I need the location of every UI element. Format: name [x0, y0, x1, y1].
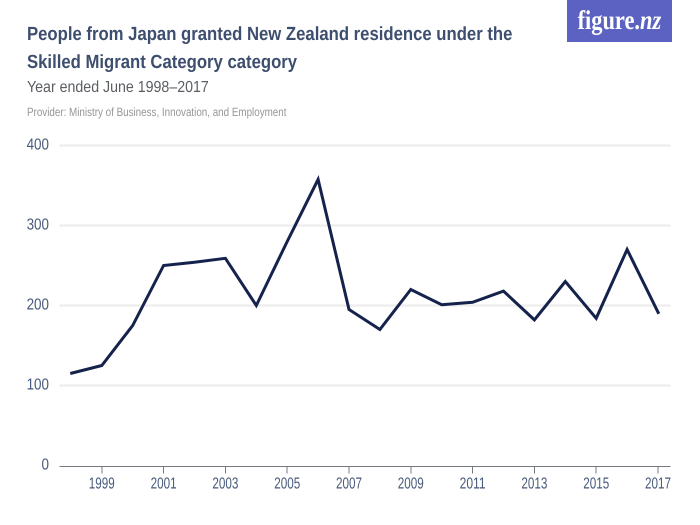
- svg-text:2005: 2005: [274, 476, 300, 493]
- svg-text:2011: 2011: [460, 476, 486, 493]
- svg-text:200: 200: [27, 297, 49, 314]
- svg-text:2015: 2015: [583, 476, 609, 493]
- svg-text:1999: 1999: [89, 476, 115, 493]
- svg-text:400: 400: [27, 137, 49, 154]
- svg-text:2001: 2001: [151, 476, 177, 493]
- svg-text:100: 100: [27, 377, 49, 394]
- svg-text:2003: 2003: [212, 476, 238, 493]
- svg-text:2017: 2017: [645, 476, 671, 493]
- svg-text:2009: 2009: [398, 476, 424, 493]
- svg-text:2013: 2013: [521, 476, 547, 493]
- svg-text:300: 300: [27, 217, 49, 234]
- svg-text:2007: 2007: [336, 476, 362, 493]
- svg-text:0: 0: [42, 457, 50, 474]
